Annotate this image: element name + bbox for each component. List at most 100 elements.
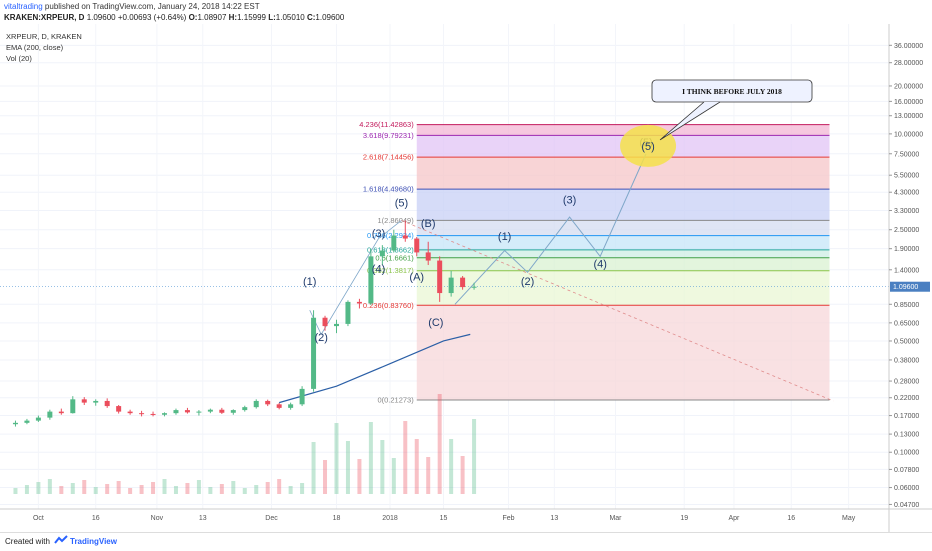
- fib-zone: [416, 257, 830, 271]
- x-tick-label: Feb: [502, 515, 514, 522]
- footer: Created with TradingView: [0, 532, 932, 551]
- candle-body: [196, 411, 202, 413]
- y-tick-label: 13.00000: [894, 113, 923, 120]
- fib-zone: [416, 124, 830, 136]
- fib-label: 4.236(11.42863): [359, 120, 414, 129]
- legend-ema: EMA (200, close): [6, 43, 64, 52]
- candle-body: [47, 411, 53, 418]
- candle-body: [402, 235, 408, 239]
- candle-body: [345, 301, 351, 324]
- volume-bar: [196, 480, 201, 494]
- candle-body: [448, 277, 454, 294]
- candle-body: [425, 252, 431, 261]
- volume-bar: [82, 480, 87, 494]
- fib-zone: [416, 235, 830, 250]
- x-tick-label: 2018: [382, 515, 398, 522]
- y-tick-label: 2.50000: [894, 227, 919, 234]
- price-badge-label: 1.09600: [893, 284, 918, 291]
- candles: [12, 220, 477, 427]
- highlight-ellipse: [620, 124, 677, 167]
- volume-bar: [288, 486, 293, 494]
- ema-line-path: [278, 333, 471, 404]
- low-value: 1.05010: [275, 13, 305, 22]
- tradingview-logo-icon: [54, 535, 68, 544]
- candle-body: [437, 260, 443, 294]
- y-tick-label: 3.30000: [894, 208, 919, 215]
- indicator-legend: XRPEUR, D, KRAKEN EMA (200, close) Vol (…: [6, 32, 82, 63]
- fib-label: 0.382(1.3817): [367, 266, 414, 275]
- x-tick-label: May: [842, 515, 856, 522]
- fib-label: 0.618(1.8662): [367, 245, 414, 254]
- x-tick-label: 16: [787, 515, 795, 522]
- volume-bars: [13, 394, 477, 494]
- ohlc-line: KRAKEN:XRPEUR, D 1.09600 +0.00693 (+0.64…: [4, 12, 344, 23]
- candle-body: [460, 277, 466, 288]
- wave-label: (5): [395, 197, 408, 209]
- fib-label: 0.786(2.2934): [367, 231, 414, 240]
- ema-line: [278, 333, 471, 404]
- y-tick-label: 0.65000: [894, 320, 919, 327]
- author-link[interactable]: vitaltrading: [4, 2, 43, 11]
- last-price: 1.09600: [86, 13, 116, 22]
- candle-body: [24, 420, 30, 423]
- wave-label: (4): [593, 258, 606, 270]
- projection-line: [454, 153, 647, 305]
- volume-bar: [128, 488, 133, 494]
- candle-body: [276, 404, 282, 408]
- volume-bar: [105, 484, 110, 494]
- open-value: 1.08907: [197, 13, 227, 22]
- volume-bar: [70, 483, 75, 494]
- candle-body: [35, 417, 41, 421]
- close-value: 1.09600: [315, 13, 345, 22]
- x-tick-label: 15: [440, 515, 448, 522]
- candle-body: [93, 400, 99, 403]
- published-line: vitaltrading published on TradingView.co…: [4, 1, 260, 12]
- x-tick-label: 19: [680, 515, 688, 522]
- candle-body: [288, 404, 294, 408]
- candle-body: [219, 409, 225, 413]
- callout-box: [651, 79, 813, 103]
- candle-body: [356, 301, 362, 304]
- y-tick-label: 7.50000: [894, 151, 919, 158]
- fib-label: 2.618(7.14456): [363, 153, 414, 162]
- candle-body: [139, 413, 145, 415]
- volume-bar: [116, 481, 121, 494]
- candle-body: [12, 422, 18, 425]
- y-tick-label: 5.50000: [894, 173, 919, 180]
- volume-bar: [300, 483, 305, 494]
- tradingview-brand[interactable]: TradingView: [70, 537, 117, 546]
- candle-body: [333, 323, 339, 327]
- volume-bar: [24, 485, 29, 494]
- candle-body: [322, 317, 328, 327]
- legend-symbol: XRPEUR, D, KRAKEN: [6, 32, 82, 41]
- y-tick-label: 0.22000: [894, 395, 919, 402]
- high-value: 1.15999: [237, 13, 266, 22]
- volume-bar: [265, 482, 270, 494]
- fib-zone: [416, 305, 830, 401]
- volume-bar: [368, 422, 373, 494]
- callout-group: (5) I THINK BEFORE JULY 2018: [620, 79, 813, 167]
- fib-label: 0.5(1.6661): [375, 253, 414, 262]
- volume-bar: [162, 479, 167, 494]
- y-tick-label: 10.00000: [894, 131, 923, 138]
- fib-label: 1.618(4.49680): [363, 185, 414, 194]
- price-chart[interactable]: 4.236(11.42863) 3.618(9.79231) 2.618(7.144…: [0, 24, 932, 532]
- volume-bar: [357, 459, 362, 494]
- wave-label-top: (5): [641, 141, 654, 153]
- x-tick-label: 18: [333, 515, 341, 522]
- volume-bar: [277, 479, 282, 494]
- header-bar: vitaltrading published on TradingView.co…: [0, 0, 932, 24]
- candle-body: [81, 399, 87, 403]
- legend-volume: Vol (20): [6, 54, 32, 63]
- volume-bar: [59, 486, 64, 494]
- volume-bar: [334, 423, 339, 494]
- y-tick-label: 20.00000: [894, 83, 923, 90]
- volume-bar: [391, 458, 396, 494]
- volume-bar: [380, 440, 385, 494]
- y-tick-label: 0.04700: [894, 502, 919, 509]
- candle-body: [368, 256, 374, 304]
- y-tick-label: 0.17000: [894, 413, 919, 420]
- x-tick-label: 16: [92, 515, 100, 522]
- y-tick-label: 0.28000: [894, 379, 919, 386]
- volume-bar: [403, 421, 408, 494]
